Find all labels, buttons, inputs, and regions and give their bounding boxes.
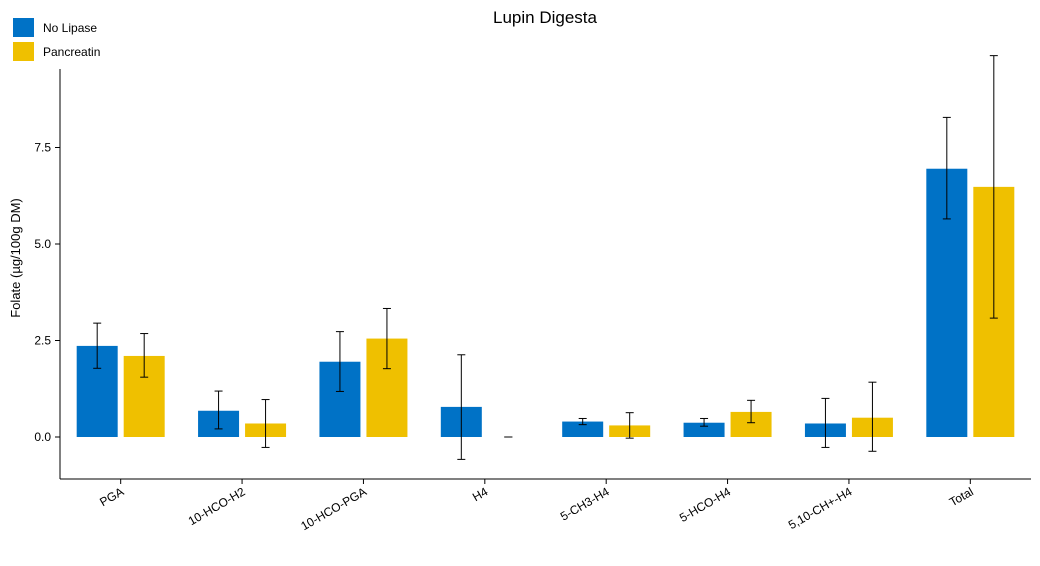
x-tick-label: H4 [470, 484, 491, 504]
y-tick-label: 0.0 [34, 430, 51, 444]
legend: No Lipase Pancreatin [13, 18, 100, 61]
y-axis-title: Folate (µg/100g DM) [8, 198, 23, 317]
legend-swatch-pancreatin [13, 42, 34, 61]
bar-no-lipase [683, 422, 725, 437]
chart-title: Lupin Digesta [493, 8, 598, 27]
plot-area [76, 55, 1015, 460]
x-tick-label: PGA [97, 484, 126, 509]
x-tick-label: 5,10-CH+-H4 [786, 484, 855, 532]
y-axis-ticks: 0.0 2.5 5.0 7.5 [34, 141, 60, 444]
x-axis-ticks: PGA 10-HCO-H2 10-HCO-PGA H4 5-CH3-H4 5-HCO-H4… [97, 479, 976, 533]
legend-swatch-no-lipase [13, 18, 34, 37]
x-tick-label: Total [947, 484, 976, 509]
x-tick-label: 10-HCO-PGA [298, 484, 369, 533]
x-tick-label: 5-HCO-H4 [677, 484, 733, 525]
legend-label-no-lipase: No Lipase [43, 21, 97, 35]
x-tick-label: 10-HCO-H2 [186, 484, 248, 528]
bar-no-lipase [562, 421, 604, 437]
y-tick-label: 5.0 [34, 237, 51, 251]
legend-label-pancreatin: Pancreatin [43, 45, 100, 59]
x-tick-label: 5-CH3-H4 [558, 484, 612, 523]
y-tick-label: 2.5 [34, 334, 51, 348]
y-tick-label: 7.5 [34, 141, 51, 155]
